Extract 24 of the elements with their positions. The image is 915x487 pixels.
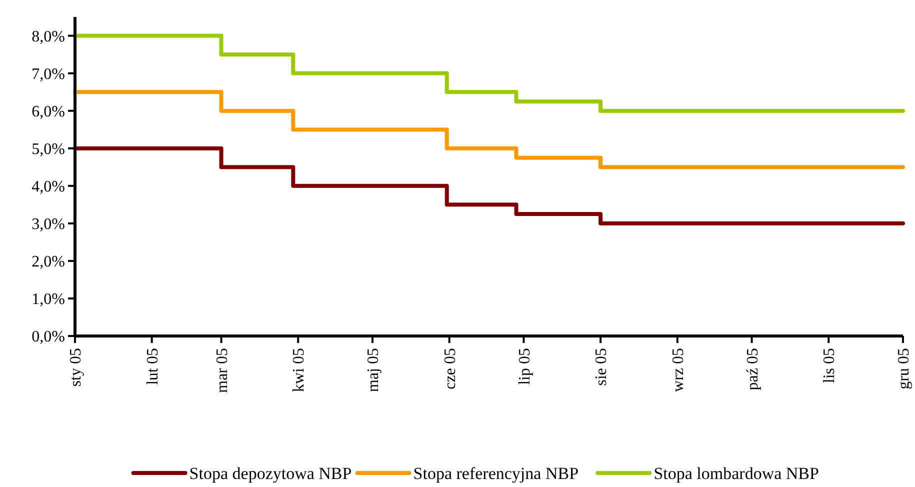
y-tick-label: 5,0%: [32, 140, 65, 158]
x-tick-label: kwi 05: [290, 348, 308, 392]
y-tick-label: 6,0%: [32, 103, 65, 120]
y-tick-label: 1,0%: [32, 291, 65, 308]
legend-label: Stopa lombardowa NBP: [654, 464, 819, 483]
x-tick-label: wrz 05: [670, 348, 688, 392]
y-tick-label: 4,0%: [32, 178, 65, 196]
x-tick-label: cze 05: [442, 348, 459, 390]
y-tick-label: 2,0%: [32, 254, 65, 271]
y-tick-label: 0,0%: [32, 328, 65, 346]
x-tick-label: sty 05: [68, 348, 85, 387]
legend-label: Stopa depozytowa NBP: [189, 464, 352, 483]
x-tick-label: lut 05: [144, 348, 162, 385]
x-tick-label: lip 05: [516, 348, 534, 385]
x-tick-label: gru 05: [896, 348, 913, 390]
x-tick-label: maj 05: [365, 348, 382, 392]
y-tick-label: 3,0%: [32, 216, 65, 234]
x-tick-label: paź 05: [744, 348, 762, 390]
legend-label: Stopa referencyjna NBP: [413, 464, 579, 483]
x-tick-label: sie 05: [593, 348, 610, 386]
x-tick-label: mar 05: [214, 348, 231, 393]
y-tick-label: 8,0%: [32, 28, 65, 46]
y-tick-label: 7,0%: [32, 66, 65, 83]
x-tick-label: lis 05: [821, 348, 838, 384]
